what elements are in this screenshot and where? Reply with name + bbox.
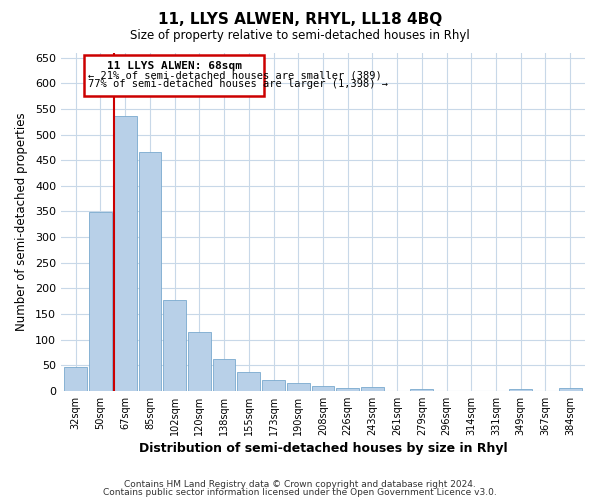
Bar (559, 388, 581, 391)
Text: 77% of semi-detached houses are larger (1,398) →: 77% of semi-detached houses are larger (… (88, 79, 388, 89)
Bar (311, 386, 334, 391)
Bar (410, 390, 433, 391)
X-axis label: Distribution of semi-detached houses by size in Rhyl: Distribution of semi-detached houses by … (139, 442, 507, 455)
Bar (238, 372, 260, 391)
Y-axis label: Number of semi-detached properties: Number of semi-detached properties (15, 112, 28, 331)
Bar (64, 366, 87, 391)
Bar (509, 390, 532, 391)
Text: Contains HM Land Registry data © Crown copyright and database right 2024.: Contains HM Land Registry data © Crown c… (124, 480, 476, 489)
Text: Contains public sector information licensed under the Open Government Licence v3: Contains public sector information licen… (103, 488, 497, 497)
Bar (188, 332, 211, 391)
Bar (262, 380, 285, 391)
Bar (114, 116, 137, 391)
Bar (163, 300, 186, 391)
Bar (139, 152, 161, 391)
Text: ← 21% of semi-detached houses are smaller (389): ← 21% of semi-detached houses are smalle… (88, 70, 382, 81)
Text: 11, LLYS ALWEN, RHYL, LL18 4BQ: 11, LLYS ALWEN, RHYL, LL18 4BQ (158, 12, 442, 28)
Bar (287, 383, 310, 391)
Bar (213, 359, 235, 391)
Bar (89, 212, 112, 391)
Text: 11 LLYS ALWEN: 68sqm: 11 LLYS ALWEN: 68sqm (107, 61, 242, 71)
Text: Size of property relative to semi-detached houses in Rhyl: Size of property relative to semi-detach… (130, 29, 470, 42)
FancyBboxPatch shape (85, 55, 263, 96)
Bar (361, 386, 384, 391)
Bar (337, 388, 359, 391)
